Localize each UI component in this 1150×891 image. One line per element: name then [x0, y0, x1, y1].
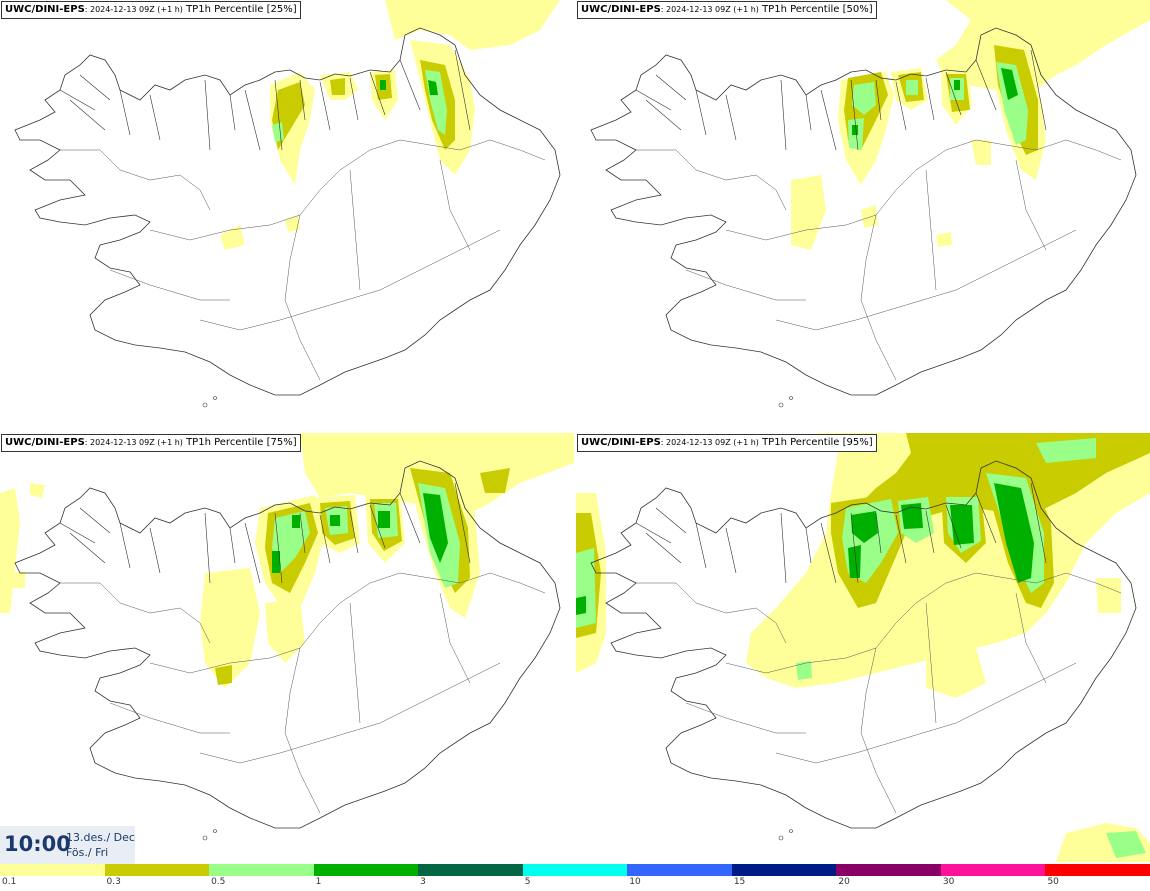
panel-title-95: UWC/DINI-EPS: 2024-12-13 09Z (+1 h) TP1h…	[577, 434, 877, 452]
legend-swatch	[731, 864, 837, 876]
legend-swatch	[627, 864, 732, 876]
legend-swatch	[209, 864, 314, 876]
parameter-label: TP1h Percentile [95%]	[762, 437, 873, 448]
legend-swatch	[313, 864, 419, 876]
map-panel-25: UWC/DINI-EPS: 2024-12-13 09Z (+1 h) TP1h…	[0, 0, 574, 429]
legend-swatch	[836, 864, 941, 876]
legend-ticks: 0.1 0.3 0.5 1 3 5 10 15 20 30 50	[0, 877, 1150, 891]
model-name: UWC/DINI-EPS	[5, 4, 85, 15]
legend-swatch	[104, 864, 210, 876]
parameter-label: TP1h Percentile [50%]	[762, 4, 873, 15]
precip-map-25	[14, 0, 561, 408]
legend-swatch	[1045, 864, 1150, 876]
valid-date: 13.des./ Dec Fös./ Fri	[66, 830, 135, 860]
model-name: UWC/DINI-EPS	[5, 437, 85, 448]
model-name: UWC/DINI-EPS	[581, 437, 661, 448]
precip-map-95	[576, 433, 1150, 862]
legend-swatch	[522, 864, 628, 876]
legend-tick-label: 5	[524, 877, 531, 887]
legend-swatch	[418, 864, 523, 876]
legend-swatch	[940, 864, 1046, 876]
parameter-label: TP1h Percentile [25%]	[186, 4, 297, 15]
map-panel-75: UWC/DINI-EPS: 2024-12-13 09Z (+1 h) TP1h…	[0, 433, 574, 862]
legend-tick-label: 10	[629, 877, 641, 887]
legend-tick-label: 30	[942, 877, 955, 887]
panel-title-75: UWC/DINI-EPS: 2024-12-13 09Z (+1 h) TP1h…	[1, 434, 301, 452]
legend-tick-label: 50	[1047, 877, 1059, 887]
legend-tick-label: 15	[733, 877, 746, 887]
legend-tick-label: 3	[420, 877, 426, 887]
run-info: : 2024-12-13 09Z (+1 h)	[84, 438, 183, 447]
map-panel-95: UWC/DINI-EPS: 2024-12-13 09Z (+1 h) TP1h…	[576, 433, 1150, 862]
run-info: : 2024-12-13 09Z (+1 h)	[84, 5, 183, 14]
valid-date-line2: Fös./ Fri	[66, 846, 109, 859]
valid-date-line1: 13.des./ Dec	[66, 831, 135, 844]
legend-tick-label: 0.5	[211, 877, 226, 887]
legend-tick-label: 1	[315, 877, 322, 887]
precip-map-50	[590, 0, 1150, 408]
run-info: : 2024-12-13 09Z (+1 h)	[660, 438, 759, 447]
legend-colorbar	[0, 864, 1150, 876]
map-panel-50: UWC/DINI-EPS: 2024-12-13 09Z (+1 h) TP1h…	[576, 0, 1150, 429]
parameter-label: TP1h Percentile [75%]	[186, 437, 297, 448]
legend-swatch	[0, 864, 105, 876]
precip-map-75	[0, 433, 574, 841]
legend-tick-label: 20	[838, 877, 850, 887]
panel-title-25: UWC/DINI-EPS: 2024-12-13 09Z (+1 h) TP1h…	[1, 1, 301, 19]
legend-tick-label: 0.3	[106, 877, 121, 887]
valid-time: 10:00	[4, 832, 71, 856]
model-name: UWC/DINI-EPS	[581, 4, 661, 15]
legend-tick-label: 0.1	[2, 877, 17, 887]
valid-time-box: 10:00 13.des./ Dec Fös./ Fri	[0, 826, 135, 864]
panel-title-50: UWC/DINI-EPS: 2024-12-13 09Z (+1 h) TP1h…	[577, 1, 877, 19]
run-info: : 2024-12-13 09Z (+1 h)	[660, 5, 759, 14]
